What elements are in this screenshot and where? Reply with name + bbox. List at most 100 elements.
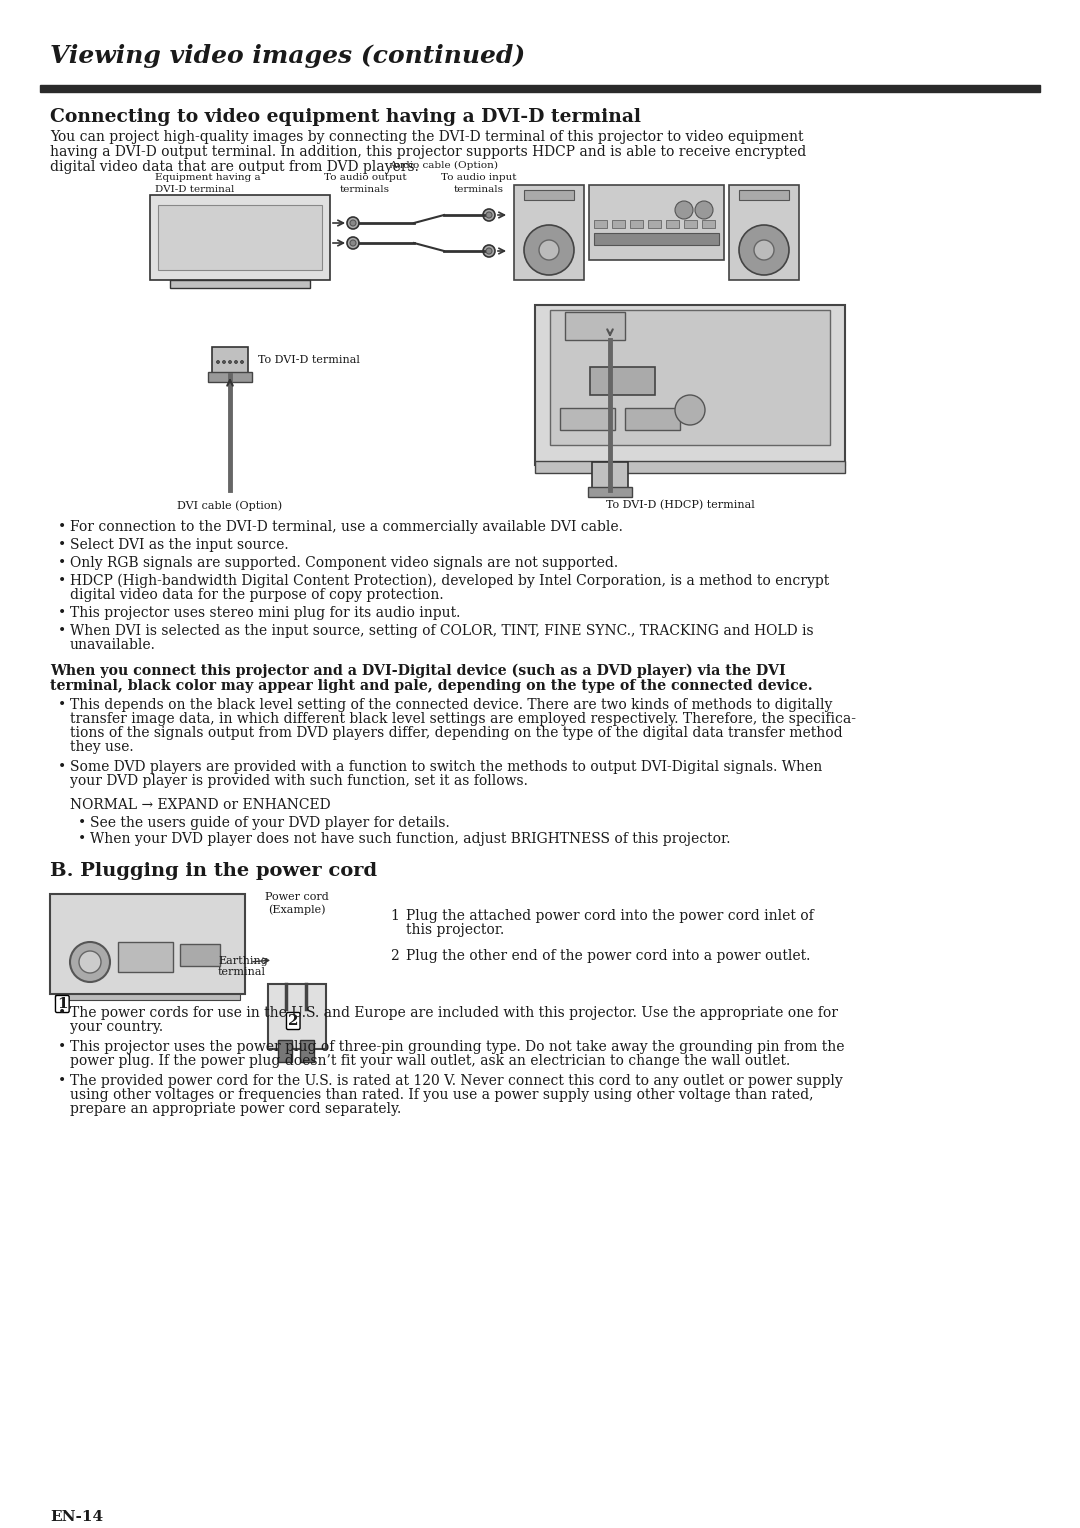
Bar [729, 185, 799, 280]
Circle shape [79, 950, 102, 973]
Text: Plug the other end of the power cord into a power outlet.: Plug the other end of the power cord int… [406, 949, 810, 963]
Text: You can project high-quality images by connecting the DVI-D terminal of this pro: You can project high-quality images by c… [50, 130, 804, 144]
Circle shape [675, 202, 693, 219]
Text: power plug. If the power plug doesn’t fit your wall outlet, ask an electrician t: power plug. If the power plug doesn’t fi… [70, 1054, 791, 1068]
Circle shape [216, 361, 219, 364]
Circle shape [739, 225, 789, 275]
Bar [268, 984, 326, 1050]
Circle shape [486, 212, 492, 219]
Text: To DVI-D terminal: To DVI-D terminal [258, 354, 360, 365]
Text: B. Plugging in the power cord: B. Plugging in the power cord [50, 862, 377, 880]
Text: Viewing video images (continued): Viewing video images (continued) [50, 44, 525, 69]
Text: The power cords for use in the U.S. and Europe are included with this projector.: The power cords for use in the U.S. and … [70, 1005, 838, 1021]
Text: they use.: they use. [70, 740, 134, 753]
Text: 1: 1 [390, 909, 399, 923]
Bar [594, 232, 719, 244]
Text: 2: 2 [390, 949, 399, 963]
Text: (Example): (Example) [268, 905, 326, 915]
Text: Some DVD players are provided with a function to switch the methods to output DV: Some DVD players are provided with a fun… [70, 759, 822, 775]
Bar [666, 220, 679, 228]
Text: 2: 2 [288, 1015, 298, 1028]
Text: •: • [58, 759, 66, 775]
Text: Earthing: Earthing [218, 957, 268, 966]
Circle shape [754, 240, 774, 260]
Text: See the users guide of your DVD player for details.: See the users guide of your DVD player f… [90, 816, 449, 830]
Bar [158, 205, 322, 270]
Text: your DVD player is provided with such function, set it as follows.: your DVD player is provided with such fu… [70, 775, 528, 788]
Text: This projector uses the power plug of three-pin grounding type. Do not take away: This projector uses the power plug of th… [70, 1041, 845, 1054]
Circle shape [483, 209, 495, 222]
Bar [50, 894, 245, 995]
Bar [630, 220, 643, 228]
Circle shape [70, 941, 110, 983]
Circle shape [347, 217, 359, 229]
Circle shape [347, 237, 359, 249]
Text: digital video data for the purpose of copy protection.: digital video data for the purpose of co… [70, 588, 444, 602]
Circle shape [696, 202, 713, 219]
Circle shape [483, 244, 495, 257]
Text: terminals: terminals [454, 185, 504, 194]
Text: Only RGB signals are supported. Component video signals are not supported.: Only RGB signals are supported. Componen… [70, 556, 618, 570]
Text: this projector.: this projector. [406, 923, 504, 937]
Text: •: • [58, 520, 66, 533]
Bar [535, 461, 845, 474]
Text: •: • [58, 1041, 66, 1054]
Bar [592, 461, 627, 490]
Bar [278, 1041, 292, 1062]
Circle shape [222, 361, 226, 364]
Circle shape [539, 240, 559, 260]
Circle shape [675, 396, 705, 425]
Text: •: • [58, 1005, 66, 1021]
Bar [535, 306, 845, 465]
Bar [589, 185, 724, 260]
Circle shape [350, 220, 356, 226]
Text: Select DVI as the input source.: Select DVI as the input source. [70, 538, 288, 552]
Text: tions of the signals output from DVD players differ, depending on the type of th: tions of the signals output from DVD pla… [70, 726, 842, 740]
Text: Plug the attached power cord into the power cord inlet of: Plug the attached power cord into the po… [406, 909, 813, 923]
Text: using other voltages or frequencies than rated. If you use a power supply using : using other voltages or frequencies than… [70, 1088, 813, 1102]
Text: digital video data that are output from DVD players.: digital video data that are output from … [50, 160, 419, 174]
Text: HDCP (High-bandwidth Digital Content Protection), developed by Intel Corporation: HDCP (High-bandwidth Digital Content Pro… [70, 575, 829, 588]
Bar [590, 367, 654, 396]
Bar [208, 371, 252, 382]
Text: •: • [78, 816, 86, 830]
Text: •: • [58, 538, 66, 552]
Text: To audio input: To audio input [442, 173, 516, 182]
Text: To DVI-D (HDCP) terminal: To DVI-D (HDCP) terminal [606, 500, 754, 510]
Text: The provided power cord for the U.S. is rated at 120 V. Never connect this cord : The provided power cord for the U.S. is … [70, 1074, 842, 1088]
Text: •: • [58, 575, 66, 588]
Text: transfer image data, in which different black level settings are employed respec: transfer image data, in which different … [70, 712, 856, 726]
Text: unavailable.: unavailable. [70, 639, 156, 652]
Text: When you connect this projector and a DVI-Digital device (such as a DVD player) : When you connect this projector and a DV… [50, 665, 786, 678]
Bar [648, 220, 661, 228]
Bar [684, 220, 697, 228]
Text: 1: 1 [57, 996, 68, 1012]
Bar [40, 86, 1040, 92]
Bar [212, 347, 248, 374]
Bar [300, 1041, 314, 1062]
Text: terminal: terminal [218, 967, 266, 976]
Bar [55, 995, 240, 999]
Bar [565, 312, 625, 341]
Text: terminal, black color may appear light and pale, depending on the type of the co: terminal, black color may appear light a… [50, 678, 812, 694]
Text: NORMAL → EXPAND or ENHANCED: NORMAL → EXPAND or ENHANCED [70, 798, 330, 811]
Bar [588, 487, 632, 497]
Bar [118, 941, 173, 972]
Bar [180, 944, 220, 966]
Text: prepare an appropriate power cord separately.: prepare an appropriate power cord separa… [70, 1102, 402, 1115]
Circle shape [486, 248, 492, 254]
Text: having a DVI-D output terminal. In addition, this projector supports HDCP and is: having a DVI-D output terminal. In addit… [50, 145, 807, 159]
Circle shape [241, 361, 243, 364]
Bar [594, 220, 607, 228]
Bar [702, 220, 715, 228]
Bar [524, 189, 573, 200]
Bar [561, 408, 615, 429]
Circle shape [234, 361, 238, 364]
Text: •: • [58, 607, 66, 620]
Text: To audio output: To audio output [324, 173, 406, 182]
Text: When your DVD player does not have such function, adjust BRIGHTNESS of this proj: When your DVD player does not have such … [90, 833, 730, 847]
Text: Audio cable (Option): Audio cable (Option) [390, 160, 499, 170]
Text: This depends on the black level setting of the connected device. There are two k: This depends on the black level setting … [70, 698, 833, 712]
Bar [550, 310, 831, 445]
Text: Connecting to video equipment having a DVI-D terminal: Connecting to video equipment having a D… [50, 108, 642, 125]
